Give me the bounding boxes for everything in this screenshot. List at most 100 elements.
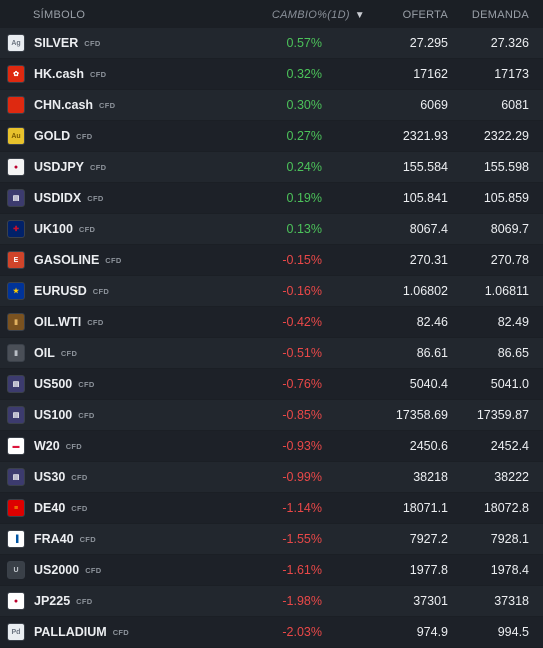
symbol-name: FRA40 — [34, 532, 74, 546]
bid-cell[interactable]: 37301 — [413, 594, 448, 608]
ask-cell[interactable]: 2452.4 — [490, 439, 529, 453]
us-flag-icon: ▤ — [7, 189, 25, 207]
table-row[interactable]: ▤ US500 CFD -0.76% 5040.4 5041.0 — [0, 369, 543, 400]
table-row[interactable]: U US2000 CFD -1.61% 1977.8 1978.4 — [0, 555, 543, 586]
ask-cell[interactable]: 994.5 — [497, 625, 529, 639]
symbol-name: HK.cash — [34, 67, 85, 81]
symbol-cell: U US2000 CFD — [0, 561, 265, 579]
header-change[interactable]: CAMBIO%(1D) ▼ — [265, 9, 365, 21]
bid-cell[interactable]: 1.06802 — [402, 284, 448, 298]
bid-cell[interactable]: 6069 — [420, 98, 448, 112]
table-row[interactable]: ▤ USDIDX CFD 0.19% 105.841 105.859 — [0, 183, 543, 214]
instrument-type-badge: CFD — [76, 596, 93, 606]
symbol-name: US30 — [34, 470, 66, 484]
bid-cell[interactable]: 27.295 — [409, 36, 448, 50]
ask-cell[interactable]: 1.06811 — [484, 284, 529, 298]
table-row[interactable]: Au GOLD CFD 0.27% 2321.93 2322.29 — [0, 121, 543, 152]
bid-cell[interactable]: 2321.93 — [402, 129, 448, 143]
ask-cell[interactable]: 82.49 — [497, 315, 529, 329]
symbol-name: GOLD — [34, 129, 71, 143]
header-ask[interactable]: DEMANDA — [471, 9, 529, 21]
bid-cell[interactable]: 82.46 — [416, 315, 448, 329]
ask-cell[interactable]: 2322.29 — [483, 129, 529, 143]
ask-cell[interactable]: 270.78 — [490, 253, 529, 267]
header-symbol[interactable]: SÍMBOLO — [33, 9, 86, 21]
symbol-cell: ✚ UK100 CFD — [0, 220, 265, 238]
table-row[interactable]: Pd PALLADIUM CFD -2.03% 974.9 994.5 — [0, 617, 543, 648]
bid-cell[interactable]: 17162 — [413, 67, 448, 81]
bid-cell[interactable]: 105.841 — [402, 191, 448, 205]
change-cell: 0.19% — [286, 191, 322, 205]
ask-cell[interactable]: 8069.7 — [490, 222, 529, 236]
symbol-cell: ✿ HK.cash CFD — [0, 65, 265, 83]
ask-cell[interactable]: 17173 — [494, 67, 529, 81]
table-header: SÍMBOLO CAMBIO%(1D) ▼ OFERTA DEMANDA — [0, 0, 543, 31]
bid-cell[interactable]: 1977.8 — [409, 563, 448, 577]
symbol-cell: ▤ US100 CFD — [0, 406, 265, 424]
ask-cell[interactable]: 18072.8 — [483, 501, 529, 515]
instrument-type-badge: CFD — [112, 627, 130, 637]
change-cell: 0.30% — [286, 98, 322, 112]
instrument-type-badge: CFD — [92, 286, 110, 296]
symbol-name: OIL — [34, 346, 55, 360]
ask-cell[interactable]: 37318 — [494, 594, 529, 608]
table-row[interactable]: E GASOLINE CFD -0.15% 270.31 270.78 — [0, 245, 543, 276]
bid-cell[interactable]: 155.584 — [402, 160, 448, 174]
header-bid[interactable]: OFERTA — [402, 9, 448, 21]
instrument-type-badge: CFD — [87, 317, 104, 327]
table-row[interactable]: ▤ US100 CFD -0.85% 17358.69 17359.87 — [0, 400, 543, 431]
symbol-name: USDJPY — [34, 160, 85, 174]
change-cell: -0.76% — [282, 377, 322, 391]
table-row[interactable]: ▮ OIL CFD -0.51% 86.61 86.65 — [0, 338, 543, 369]
table-row[interactable]: ● JP225 CFD -1.98% 37301 37318 — [0, 586, 543, 617]
ask-cell[interactable]: 86.65 — [497, 346, 529, 360]
ask-cell[interactable]: 27.326 — [490, 36, 529, 50]
oil-barrel-icon: ▮ — [7, 313, 25, 331]
bid-cell[interactable]: 86.61 — [416, 346, 448, 360]
table-row[interactable]: ● USDJPY CFD 0.24% 155.584 155.598 — [0, 152, 543, 183]
table-row[interactable]: ▮ OIL.WTI CFD -0.42% 82.46 82.49 — [0, 307, 543, 338]
change-cell: -0.51% — [282, 346, 322, 360]
sort-desc-icon[interactable]: ▼ — [354, 9, 365, 21]
change-cell: 0.13% — [286, 222, 322, 236]
bid-cell[interactable]: 17358.69 — [395, 408, 448, 422]
instrument-type-badge: CFD — [78, 410, 95, 420]
table-row[interactable]: ✚ UK100 CFD 0.13% 8067.4 8069.7 — [0, 214, 543, 245]
ask-cell[interactable]: 7928.1 — [490, 532, 529, 546]
bid-cell[interactable]: 8067.4 — [409, 222, 448, 236]
bid-cell[interactable]: 270.31 — [409, 253, 448, 267]
ask-cell[interactable]: 155.598 — [483, 160, 529, 174]
ask-cell[interactable]: 1978.4 — [490, 563, 529, 577]
table-row[interactable]: ✿ HK.cash CFD 0.32% 17162 17173 — [0, 59, 543, 90]
symbol-cell: ▮ OIL CFD — [0, 344, 265, 362]
change-cell: -0.15% — [282, 253, 322, 267]
symbol-name: US2000 — [34, 563, 80, 577]
bid-cell[interactable]: 974.9 — [416, 625, 448, 639]
symbol-name: GASOLINE — [34, 253, 100, 267]
gold-icon: Au — [7, 127, 25, 145]
table-row[interactable]: ▤ US30 CFD -0.99% 38218 38222 — [0, 462, 543, 493]
ask-cell[interactable]: 17359.87 — [476, 408, 529, 422]
symbol-cell: CHN.cash CFD — [0, 96, 265, 114]
eur-usd-flags-icon: ★ — [7, 282, 25, 300]
ask-cell[interactable]: 105.859 — [483, 191, 529, 205]
table-row[interactable]: Ag SILVER CFD 0.57% 27.295 27.326 — [0, 28, 543, 59]
usd-jpy-flags-icon: ● — [7, 158, 25, 176]
instrument-type-badge: CFD — [65, 441, 83, 451]
symbol-name: USDIDX — [34, 191, 82, 205]
ask-cell[interactable]: 6081 — [501, 98, 529, 112]
table-row[interactable]: CHN.cash CFD 0.30% 6069 6081 — [0, 90, 543, 121]
bid-cell[interactable]: 7927.2 — [409, 532, 448, 546]
table-row[interactable]: ▬ W20 CFD -0.93% 2450.6 2452.4 — [0, 431, 543, 462]
table-row[interactable]: ▐ FRA40 CFD -1.55% 7927.2 7928.1 — [0, 524, 543, 555]
bid-cell[interactable]: 38218 — [413, 470, 448, 484]
ask-cell[interactable]: 38222 — [494, 470, 529, 484]
bid-cell[interactable]: 5040.4 — [409, 377, 448, 391]
table-row[interactable]: ≡ DE40 CFD -1.14% 18071.1 18072.8 — [0, 493, 543, 524]
change-cell: -0.93% — [282, 439, 322, 453]
bid-cell[interactable]: 18071.1 — [402, 501, 448, 515]
bid-cell[interactable]: 2450.6 — [409, 439, 448, 453]
ask-cell[interactable]: 5041.0 — [490, 377, 529, 391]
symbol-name: US500 — [34, 377, 73, 391]
table-row[interactable]: ★ EURUSD CFD -0.16% 1.06802 1.06811 — [0, 276, 543, 307]
